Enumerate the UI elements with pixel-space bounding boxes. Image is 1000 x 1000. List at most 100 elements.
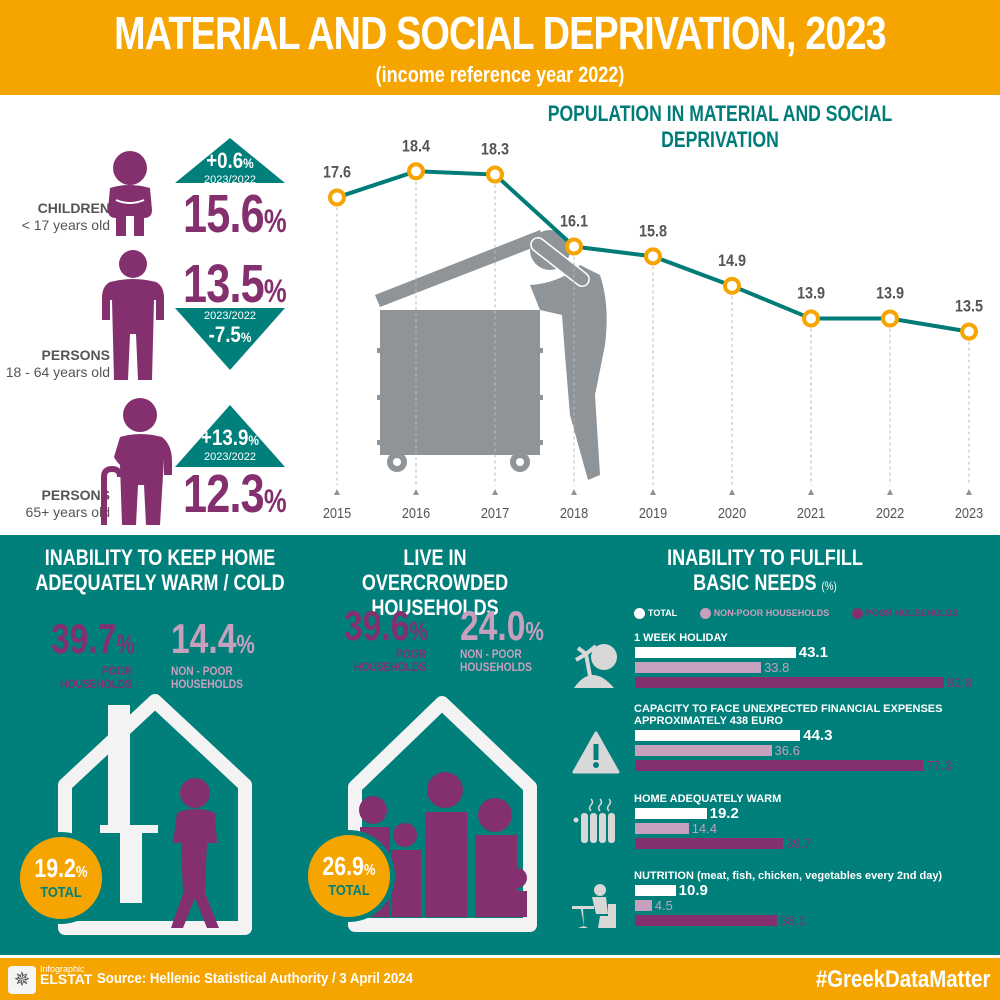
pct-sign: % xyxy=(263,483,287,519)
value-number: 14.4 xyxy=(171,615,237,662)
x-tick-label: 2018 xyxy=(560,504,589,521)
group-label-bold: PERSONS xyxy=(41,347,110,363)
bar-value-label: 36.6 xyxy=(774,743,800,758)
crowded-nonpoor-value: 24.0% xyxy=(460,602,544,650)
bar-poor xyxy=(635,677,944,688)
bar-nonpoor xyxy=(635,900,652,911)
elderly-cane-icon xyxy=(101,398,172,525)
label-line: HOUSEHOLDS xyxy=(460,660,532,674)
radiator-icon xyxy=(573,798,615,843)
data-point xyxy=(960,322,978,341)
data-point xyxy=(723,276,741,295)
adult-empty-pockets-icon xyxy=(102,250,164,380)
data-point xyxy=(328,188,346,207)
pct-sign: % xyxy=(243,155,254,171)
bar-value-label: 39.7 xyxy=(786,836,812,851)
bar-value-label: 38.1 xyxy=(780,913,806,928)
data-point xyxy=(565,237,583,256)
label-line: HOUSEHOLDS xyxy=(354,660,426,674)
bar-value-label: 19.2 xyxy=(709,805,739,822)
label-line: HOUSEHOLDS xyxy=(60,677,132,691)
top-section: POPULATION IN MATERIAL AND SOCIAL DEPRIV… xyxy=(0,95,1000,535)
logo-small-text: Infographic xyxy=(40,964,85,974)
label-line: NON - POOR xyxy=(171,664,233,678)
crowded-poor-label: POOR HOUSEHOLDS xyxy=(336,648,426,674)
x-tick-marker xyxy=(808,489,814,495)
value-number: 13.5 xyxy=(183,254,265,314)
bar-value-label: 43.1 xyxy=(798,644,828,661)
pct-sign: % xyxy=(363,862,376,879)
crowded-section-title: LIVE IN OVERCROWDED HOUSEHOLDS xyxy=(328,545,541,620)
warning-icon xyxy=(572,731,620,774)
x-tick-marker xyxy=(650,489,656,495)
need-category-title: CAPACITY TO FACE UNEXPECTED FINANCIAL EX… xyxy=(634,703,943,727)
legend-dot xyxy=(851,608,863,620)
value-number: 15.6 xyxy=(183,184,265,244)
title-line: LIVE IN OVERCROWDED xyxy=(361,545,509,595)
pct-sign: % xyxy=(248,432,259,448)
data-label: 13.9 xyxy=(797,285,825,303)
bar-value-label: 82.8 xyxy=(946,675,973,690)
warm-section-title: INABILITY TO KEEP HOME ADEQUATELY WARM /… xyxy=(33,545,287,595)
x-tick-label: 2020 xyxy=(718,504,747,521)
bottom-section: INABILITY TO KEEP HOME ADEQUATELY WARM /… xyxy=(0,535,1000,955)
group-label-elderly: PERSONS 65+ years old xyxy=(0,487,110,521)
x-tick-label: 2017 xyxy=(481,504,510,521)
x-tick-label: 2015 xyxy=(323,504,352,521)
crowded-total-circle: 26.9% TOTAL xyxy=(303,830,395,922)
bar-total xyxy=(635,808,707,819)
change-value: -7.5 xyxy=(208,322,241,347)
need-category-title: NUTRITION (meat, fish, chicken, vegetabl… xyxy=(634,870,943,882)
bar-value-label: 33.8 xyxy=(764,660,790,675)
data-point xyxy=(802,309,820,328)
logo-big-text: ELSTAT xyxy=(40,971,93,987)
value-number: 24.0 xyxy=(460,602,526,649)
bar-poor xyxy=(635,760,924,771)
warm-poor-label: POOR HOUSEHOLDS xyxy=(45,665,132,691)
legend-label: NON-POOR HOUSEHOLDS xyxy=(713,608,830,619)
x-tick-marker xyxy=(887,489,893,495)
line-chart-title: POPULATION IN MATERIAL AND SOCIAL DEPRIV… xyxy=(547,101,893,152)
data-label: 13.5 xyxy=(955,298,983,316)
bar-value-label: 10.9 xyxy=(678,882,708,899)
bar-value-label: 14.4 xyxy=(691,821,718,836)
title-line: HOUSEHOLDS xyxy=(371,595,499,620)
bar-legend: TOTAL NON-POOR HOUSEHOLDS POOR HOUSEHOLD… xyxy=(634,608,978,620)
unit-label: (%) xyxy=(821,579,837,593)
legend-dot xyxy=(699,608,711,620)
title-line: INABILITY TO FULFILL xyxy=(667,545,863,570)
data-point xyxy=(486,165,504,184)
page-subtitle: (income reference year 2022) xyxy=(375,62,625,87)
footer: ✵ Infographic ELSTAT Source: Hellenic St… xyxy=(0,955,1000,1000)
x-tick-label: 2021 xyxy=(797,504,826,521)
group-label-bold: PERSONS xyxy=(41,487,110,503)
adults-deprivation-value: 13.5% xyxy=(183,253,287,315)
legend-label: TOTAL xyxy=(648,608,678,619)
dining-icon xyxy=(572,884,616,928)
data-label: 18.4 xyxy=(402,137,430,155)
change-down-triangle xyxy=(175,308,285,370)
title-line: ADEQUATELY WARM / COLD xyxy=(35,570,285,595)
change-box-children: +0.6% 2023/2022 xyxy=(175,148,285,186)
title-line: BASIC NEEDS xyxy=(693,570,817,595)
x-tick-marker xyxy=(334,489,340,495)
warm-total-circle: 19.2% TOTAL xyxy=(15,832,107,924)
group-label-age: 65+ years old xyxy=(25,504,110,520)
change-up-triangle xyxy=(175,138,285,183)
source-text: Source: Hellenic Statistical Authority /… xyxy=(97,970,413,987)
need-category-title: 1 WEEK HOLIDAY xyxy=(634,632,728,644)
hashtag-link[interactable]: #GreekDataMatter xyxy=(815,966,990,993)
data-point xyxy=(881,309,899,328)
legend-item-nonpoor: NON-POOR HOUSEHOLDS xyxy=(699,608,830,620)
legend-item-poor: POOR HOUSEHOLDS xyxy=(851,608,958,620)
elstat-logo-icon[interactable]: ✵ xyxy=(8,966,36,994)
elderly-deprivation-value: 12.3% xyxy=(183,463,287,525)
x-tick-marker xyxy=(492,489,498,495)
header-banner: MATERIAL AND SOCIAL DEPRIVATION, 2023 (i… xyxy=(0,0,1000,95)
bar-value-label: 4.5 xyxy=(654,898,673,913)
change-box-adults: 2023/2022 -7.5% xyxy=(175,310,285,348)
crowded-poor-value: 39.6% xyxy=(344,602,428,650)
x-tick-marker xyxy=(413,489,419,495)
dumpster-illustration-icon xyxy=(375,230,607,480)
pct-sign: % xyxy=(263,273,287,309)
